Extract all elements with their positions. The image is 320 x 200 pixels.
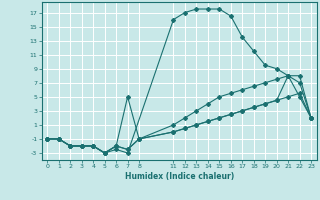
X-axis label: Humidex (Indice chaleur): Humidex (Indice chaleur) [124,172,234,181]
